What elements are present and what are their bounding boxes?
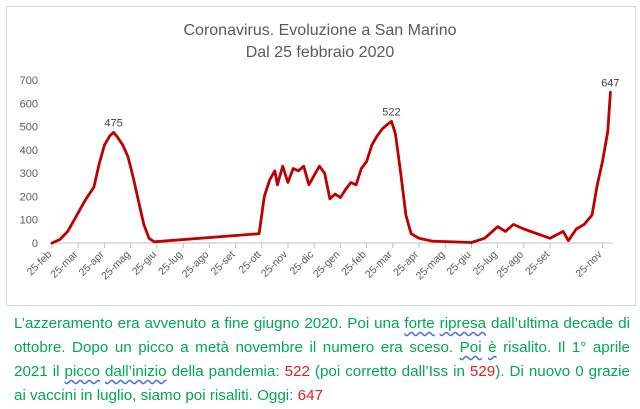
caption-word-forte: forte <box>404 315 435 332</box>
caption-value-corrected: 529 <box>469 363 496 380</box>
caption-word-poi: Poi <box>459 339 482 356</box>
caption-text-8: (poi corretto dall’Iss in <box>309 363 470 380</box>
series-line <box>50 90 612 245</box>
caption-word-ripresa: ripresa <box>439 315 487 332</box>
x-tick-label: 25-mag <box>414 249 448 283</box>
y-tick-label: 500 <box>20 122 38 134</box>
chart-title: Coronavirus. Evoluzione a San Marino <box>183 22 457 39</box>
caption-word-e: è <box>488 339 497 356</box>
x-tick-label: 25-nov <box>259 248 291 280</box>
caption-text-5: risalito. Il 1° aprile 2021 il <box>14 339 630 380</box>
y-tick-label: 700 <box>20 75 38 87</box>
x-tick-label: 25-gen <box>311 249 343 281</box>
caption-text-1: L’azzeramento era avvenuto a fine giugno… <box>14 315 405 332</box>
caption-text-3: dall’ultima decade di ottobre. Dopo un p… <box>14 315 630 356</box>
caption-text-9: ). Di nuovo 0 grazie ai vaccini in lugli… <box>14 363 630 404</box>
caption-word-dallinizio: dall’inizio <box>104 363 167 380</box>
chart-subtitle: Dal 25 febbraio 2020 <box>245 44 395 61</box>
y-tick-label: 0 <box>32 238 38 250</box>
x-tick-label: 25-giu <box>130 249 159 278</box>
x-tick-label: 25-giu <box>444 249 473 278</box>
y-tick-label: 400 <box>20 145 38 157</box>
x-tick-label: 25-mar <box>363 248 395 280</box>
chart-frame <box>6 6 636 306</box>
caption-word-picco: picco <box>64 363 100 380</box>
caption-text-7: della pandemia: <box>166 363 285 380</box>
caption-value-peak: 522 <box>284 363 310 380</box>
x-tick-label: 25-set <box>209 249 238 278</box>
caption-value-today: 647 <box>297 387 323 404</box>
y-tick-label: 600 <box>20 98 38 110</box>
data-label: 522 <box>382 106 400 118</box>
x-tick-label: 25-ago <box>494 249 526 281</box>
data-label: 647 <box>601 77 619 89</box>
x-tick-label: 25-ago <box>180 249 212 281</box>
x-tick-label: 25-mag <box>99 249 133 283</box>
y-tick-label: 200 <box>20 191 38 203</box>
x-tick-label: 25-set <box>523 249 552 278</box>
chart-caption: L’azzeramento era avvenuto a fine giugno… <box>14 312 630 408</box>
x-tick-label: 25-mar <box>48 248 80 280</box>
x-tick-label: 25-nov <box>573 248 605 280</box>
y-tick-label: 100 <box>20 215 38 227</box>
data-label: 475 <box>104 117 122 129</box>
y-tick-label: 300 <box>20 168 38 180</box>
line-chart: 010020030040050060070025-feb25-mar25-apr… <box>20 75 620 283</box>
